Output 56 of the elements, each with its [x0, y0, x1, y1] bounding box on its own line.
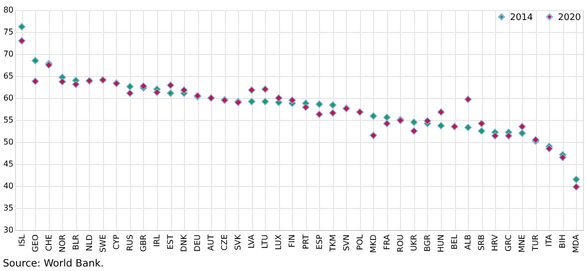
- x-tick-label: POL: [355, 234, 364, 250]
- y-tick-label: 60: [3, 94, 14, 102]
- x-tick-label: DNK: [180, 234, 189, 252]
- x-tick-label: MDA: [572, 234, 581, 253]
- x-tick-label: BLR: [71, 234, 80, 250]
- x-tick-label: FIN: [288, 234, 297, 248]
- x-tick-label: AUT: [206, 234, 216, 251]
- x-tick-label: CYP: [112, 234, 121, 250]
- legend-label: 2014: [510, 12, 534, 23]
- x-tick-label: NOR: [58, 234, 67, 252]
- x-tick-label: FRA: [382, 234, 392, 250]
- x-tick-label: IRL: [152, 234, 162, 247]
- x-tick-label: LUX: [274, 234, 284, 250]
- x-tick-label: BGR: [422, 234, 432, 252]
- y-tick-label: 70: [3, 50, 14, 58]
- y-tick-label: 55: [3, 116, 14, 124]
- x-tick-label: ISL: [17, 234, 26, 246]
- y-tick-label: 30: [3, 226, 14, 234]
- x-tick-label: MNE: [518, 234, 527, 252]
- x-tick-label: SVK: [234, 234, 243, 250]
- x-tick-label: ROU: [396, 234, 405, 252]
- x-tick-label: GBR: [138, 234, 148, 252]
- y-tick-label: 35: [3, 204, 14, 212]
- x-tick-label: PRT: [301, 234, 310, 250]
- x-tick-label: TKM: [328, 234, 338, 253]
- x-tick-label: ITA: [544, 234, 554, 247]
- y-tick-label: 40: [3, 182, 14, 190]
- x-tick-label: LVA: [247, 234, 256, 249]
- x-tick-label: SVN: [342, 234, 351, 252]
- x-tick-label: GRC: [504, 234, 514, 252]
- legend-label: 2020: [558, 12, 582, 23]
- y-tick-label: 80: [3, 6, 14, 14]
- x-tick-label: GEO: [30, 234, 40, 252]
- x-tick-label: UKR: [409, 234, 418, 252]
- x-tick-label: CZE: [220, 234, 230, 251]
- x-tick-label: ALB: [464, 234, 473, 250]
- x-tick-label: LTU: [260, 234, 270, 249]
- y-tick-label: 45: [3, 160, 14, 168]
- x-tick-label: SWE: [98, 234, 108, 253]
- x-tick-label: TUR: [531, 234, 540, 252]
- source-note: Source: World Bank.: [2, 258, 104, 270]
- x-tick-label: DEU: [193, 234, 202, 252]
- x-tick-label: HUN: [436, 234, 446, 252]
- x-tick-label: ESP: [314, 234, 324, 250]
- x-tick-label: BEL: [450, 234, 460, 250]
- x-tick-label: RUS: [125, 234, 134, 251]
- x-tick-label: EST: [166, 234, 176, 250]
- y-tick-label: 50: [3, 138, 14, 146]
- x-tick-label: HRV: [490, 234, 500, 252]
- x-tick-label: SRB: [477, 234, 486, 251]
- x-tick-label: MKD: [368, 234, 378, 253]
- y-tick-label: 65: [3, 72, 14, 80]
- x-tick-label: CHE: [44, 234, 54, 252]
- x-tick-label: BIH: [558, 234, 568, 248]
- x-tick-label: NLD: [84, 234, 94, 252]
- y-tick-label: 75: [3, 28, 14, 36]
